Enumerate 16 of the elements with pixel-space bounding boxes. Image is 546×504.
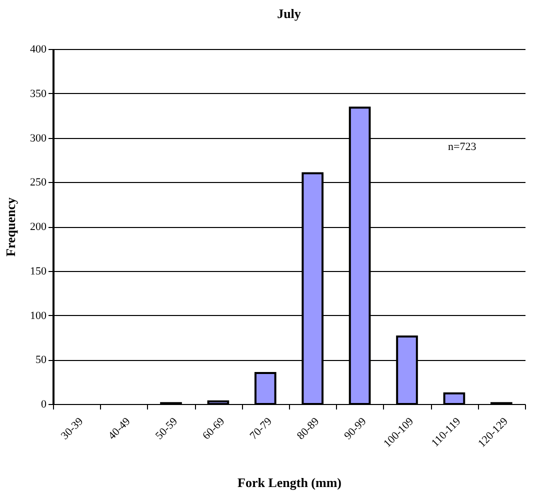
y-tick-label: 200 <box>30 221 47 233</box>
y-tick-label: 100 <box>30 310 47 322</box>
bar <box>207 400 230 405</box>
annotation: n=723 <box>448 141 477 153</box>
y-tick-label: 250 <box>30 176 47 189</box>
y-tick-label: 50 <box>36 354 47 366</box>
y-tick-label: 300 <box>30 132 47 144</box>
y-tick-label: 150 <box>30 265 47 278</box>
bar <box>254 372 276 405</box>
y-axis-title: Frequency <box>3 197 18 256</box>
bar <box>443 392 466 405</box>
y-tick-label: 0 <box>41 398 47 410</box>
x-axis-title: Fork Length (mm) <box>238 475 342 490</box>
y-tick-label: 350 <box>30 88 47 100</box>
chart-title: July <box>277 6 302 21</box>
y-tick-label: 400 <box>30 44 47 56</box>
